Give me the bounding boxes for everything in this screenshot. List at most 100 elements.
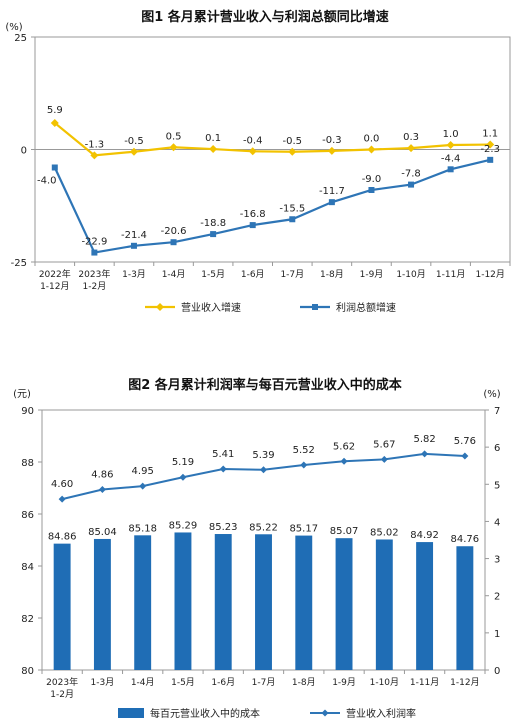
chart1-legend-marker — [156, 303, 164, 311]
chart2-title: 图2 各月累计利润率与每百元营业收入中的成本 — [128, 378, 402, 393]
chart2-rate-label: 5.41 — [212, 449, 234, 460]
chart1-profit-label: -7.8 — [401, 169, 421, 180]
chart1-profit-label: -11.7 — [319, 186, 345, 197]
chart2-x-tick-label: 2023年 — [46, 676, 78, 688]
chart1-revenue-point — [407, 144, 416, 153]
chart2-right-tick-label: 6 — [494, 443, 500, 454]
chart1-profit-point — [487, 156, 494, 163]
chart2-rate-line — [61, 452, 465, 501]
chart2-bar-label: 85.29 — [169, 520, 198, 531]
chart1-x-tick-label: 1-7月 — [280, 269, 304, 280]
chart2-rate-point — [260, 466, 267, 474]
chart1-revenue-label: 0.1 — [205, 133, 221, 144]
chart1-x-tick-label: 1-10月 — [396, 269, 425, 280]
chart1-revenue-point — [327, 146, 336, 155]
chart1-revenue-point — [129, 147, 138, 156]
chart2-bar — [93, 538, 111, 670]
chart2-bar-label: 85.23 — [209, 522, 238, 533]
chart1-series-line — [54, 122, 491, 157]
chart1-revenue-label: 1.1 — [482, 129, 498, 140]
chart2-rate-label: 5.82 — [413, 434, 435, 445]
chart1-profit-point — [210, 231, 217, 238]
chart1-revenue-label: 5.9 — [47, 105, 63, 116]
chart1-revenue-label: 1.0 — [443, 129, 459, 140]
chart1-x-tick-label: 1-2月 — [83, 281, 107, 292]
chart2-right-tick-label: 0 — [494, 666, 500, 677]
chart2-bar — [416, 542, 434, 670]
chart2-legend-bar-label: 每百元营业收入中的成本 — [150, 707, 260, 720]
chart2-left-tick-label: 84 — [21, 562, 34, 573]
chart1-x-tick-label: 1-12月 — [475, 269, 504, 280]
chart1-profit-label: -2.3 — [480, 144, 500, 155]
chart2-bar — [134, 535, 152, 670]
chart1-revenue-label: 0.0 — [364, 134, 380, 145]
chart1-revenue-point — [248, 147, 257, 156]
chart1-revenue-point — [50, 118, 59, 127]
chart2-bar-label: 84.76 — [451, 534, 480, 545]
chart1-profit-point — [368, 187, 375, 193]
chart1-legend-label: 营业收入增速 — [181, 301, 241, 314]
chart1-y-tick-label: 25 — [14, 33, 27, 44]
chart2-legend-marker — [321, 709, 329, 717]
chart2-legend-line-label: 营业收入利润率 — [346, 707, 416, 720]
chart2-left-tick-label: 90 — [21, 406, 34, 417]
chart2-rate-point — [179, 473, 187, 481]
chart1-y-unit: (%) — [5, 22, 22, 33]
chart1-revenue-label: -0.3 — [322, 135, 342, 146]
chart2-x-tick-label: 1-6月 — [211, 677, 235, 688]
chart2-bar-label: 85.17 — [289, 524, 318, 535]
chart2-rate-point — [380, 455, 388, 463]
chart2-x-tick-label: 1-8月 — [292, 677, 316, 688]
chart2-rate-label: 4.60 — [51, 479, 73, 490]
chart1-legend-label: 利润总额增速 — [336, 301, 396, 314]
chart1-revenue-point — [288, 147, 297, 156]
chart1-x-tick-label: 1-3月 — [122, 269, 146, 280]
chart2-rate-label: 5.67 — [373, 439, 395, 450]
chart1-profit-label: -4.4 — [441, 153, 461, 164]
chart1-revenue-label: -0.5 — [124, 136, 144, 147]
chart1-profit-label: -9.0 — [362, 174, 382, 185]
chart2-bar-label: 84.86 — [48, 532, 77, 543]
chart2-right-tick-label: 7 — [494, 406, 500, 417]
chart1-profit-label: -18.8 — [200, 218, 226, 229]
chart2-rate-point — [139, 482, 147, 490]
chart1-revenue-point — [169, 143, 178, 152]
chart2-plot-frame — [41, 409, 486, 671]
chart1-revenue-label: -0.4 — [243, 135, 263, 146]
chart1-title: 图1 各月累计营业收入与利润总额同比增速 — [141, 10, 389, 25]
chart2-bar — [174, 532, 192, 670]
chart1-y-tick-label: 0 — [21, 146, 27, 157]
chart1-x-tick-label: 1-11月 — [436, 269, 465, 280]
chart2-left-tick-label: 80 — [21, 666, 34, 677]
chart1-profit-label: -22.9 — [81, 237, 107, 248]
chart2-rate-label: 5.76 — [454, 436, 476, 447]
chart2-rate-label: 5.62 — [333, 441, 355, 452]
chart2-x-tick-label: 1-12月 — [450, 677, 479, 688]
chart2-bar — [375, 539, 393, 670]
chart1-revenue-point — [367, 145, 376, 154]
chart2-bar — [335, 538, 353, 670]
chart1-profit-label: -20.6 — [161, 226, 187, 237]
chart1-profit-point — [328, 199, 335, 206]
chart1-revenue-label: -1.3 — [85, 139, 105, 150]
chart2-rate-label: 5.52 — [293, 445, 315, 456]
chart1-revenue-point — [446, 141, 455, 149]
chart2-bar-label: 85.18 — [128, 523, 157, 534]
chart1-revenue-point — [209, 145, 218, 154]
chart1-x-tick-label: 1-9月 — [360, 269, 384, 280]
chart2-bar-label: 85.22 — [249, 522, 278, 533]
chart1-profit-point — [91, 249, 98, 256]
chart2-left-tick-label: 88 — [21, 458, 34, 469]
chart2-x-tick-label: 1-10月 — [370, 677, 399, 688]
chart2-right-tick-label: 3 — [494, 555, 500, 566]
chart2-right-tick-label: 2 — [494, 592, 500, 603]
chart1-profit-point — [51, 164, 58, 171]
chart2-x-tick-label: 1-4月 — [131, 677, 155, 688]
chart2-rate-label: 4.95 — [132, 466, 154, 477]
chart2-x-tick-label: 1-2月 — [50, 689, 74, 700]
chart2-legend-bar-swatch — [118, 708, 144, 718]
chart2-bar — [456, 546, 474, 670]
chart1-profit-point — [249, 222, 256, 229]
chart1-profit-point — [447, 166, 454, 173]
